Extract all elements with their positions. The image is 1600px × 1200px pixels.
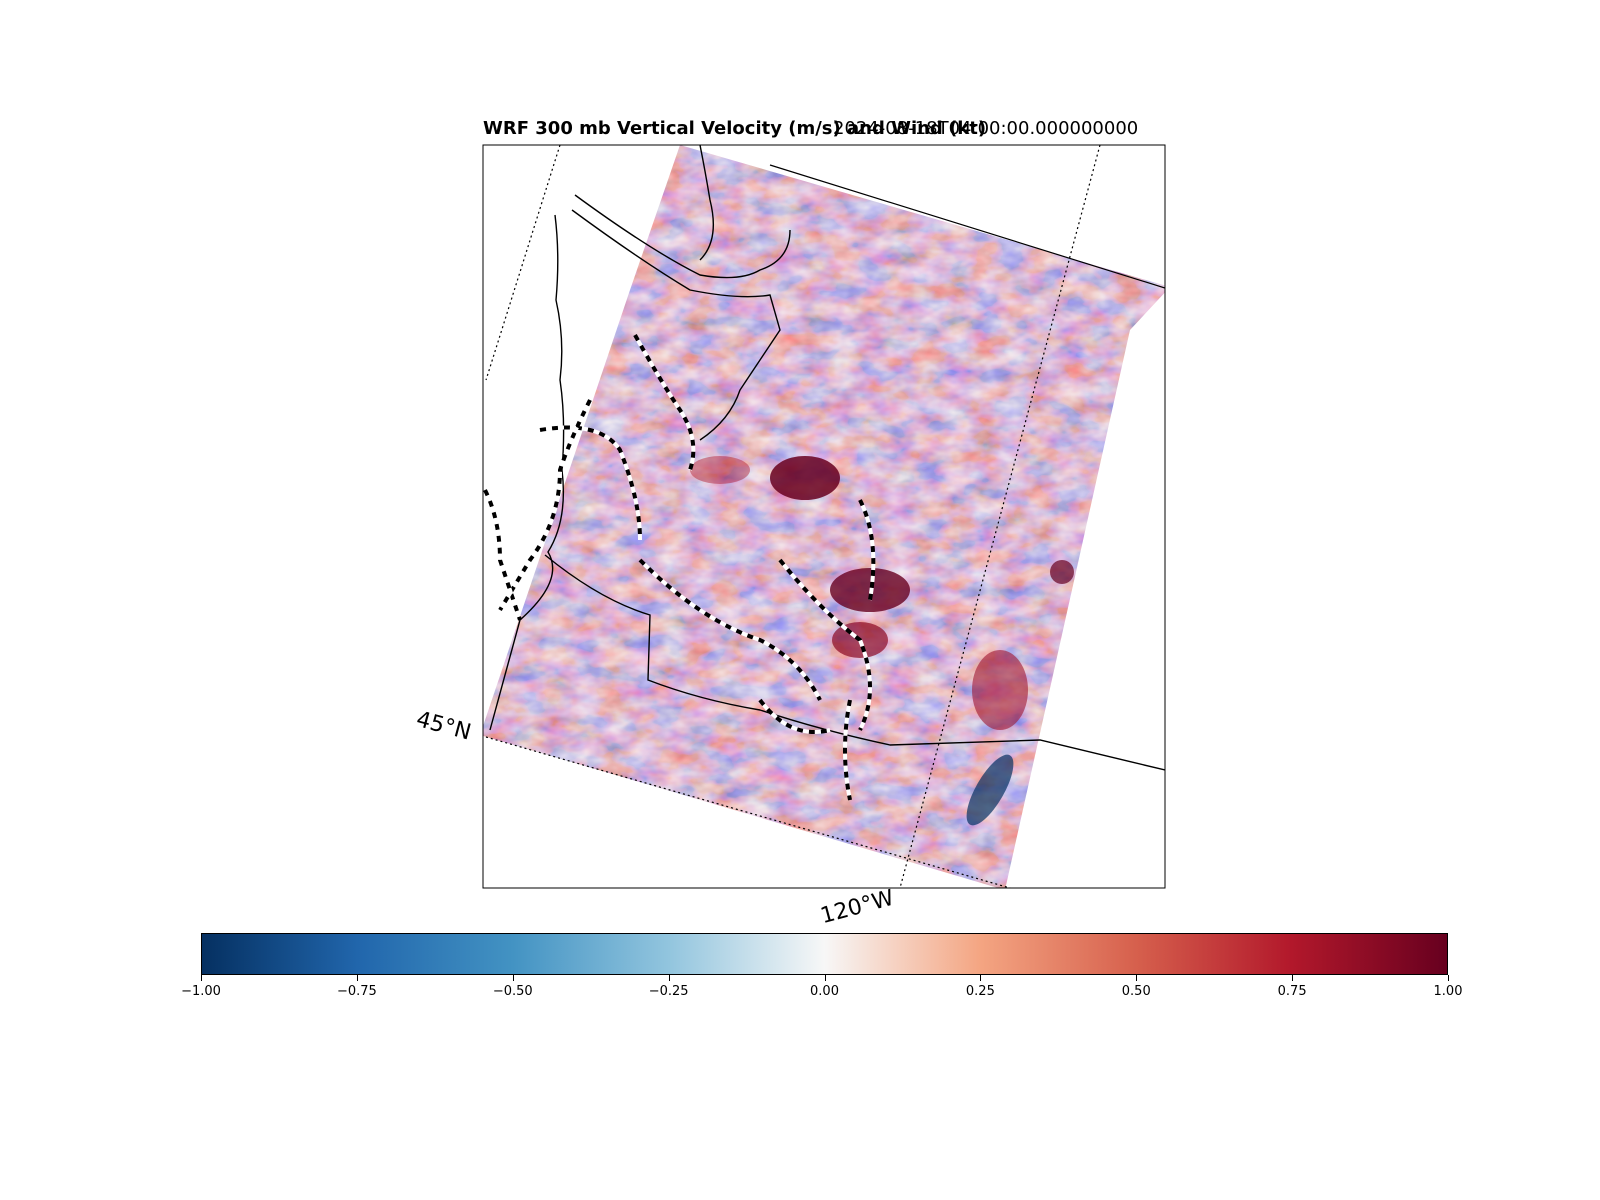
colorbar-tick-label: 1.00 (1433, 984, 1463, 999)
colorbar-tick (1136, 975, 1138, 981)
meridian-gridline (485, 145, 561, 381)
colorbar (201, 933, 1448, 975)
colorbar-tick-label: 0.75 (1277, 984, 1307, 999)
colorbar-tick (980, 975, 982, 981)
colorbar-tick (668, 975, 670, 981)
coastline (699, 145, 715, 261)
colorbar-tick-label: −1.00 (181, 984, 221, 999)
colorbar-tick (512, 975, 514, 981)
meridian-gridline (899, 145, 1101, 888)
colorbar-tick-label: −0.50 (492, 984, 533, 999)
updraft-core (972, 650, 1028, 730)
colorbar-tick-label: 0.25 (965, 984, 995, 999)
map-axes-frame (482, 144, 1166, 889)
updraft-core (770, 456, 840, 500)
parallel-gridline (485, 736, 1011, 888)
state-border (544, 554, 1165, 771)
colorbar-tick-label: −0.75 (336, 984, 377, 999)
updraft-area (690, 456, 750, 484)
colorbar-tick-label: 0.00 (810, 984, 839, 999)
updraft-core (1050, 560, 1074, 584)
colorbar-tick (824, 975, 826, 981)
coastline (571, 209, 781, 441)
coastline (489, 214, 565, 731)
downdraft-core (966, 754, 1014, 826)
colorbar-tick (1448, 975, 1449, 981)
colorbar-tick (201, 975, 202, 981)
wind-barbs (483, 334, 876, 801)
coastline (574, 194, 791, 279)
valid-time: 2024-08-18T04:00:00.000000000 (833, 118, 1139, 139)
colorbar-tick (1292, 975, 1294, 981)
vertical-velocity-field (483, 145, 1165, 888)
colorbar-tick-label: −0.25 (648, 984, 689, 999)
border-line (769, 164, 1165, 289)
colorbar-tick (356, 975, 358, 981)
colorbar-tick-label: 0.50 (1121, 984, 1151, 999)
map-title: WRF 300 mb Vertical Velocity (m/s) and W… (483, 118, 987, 139)
